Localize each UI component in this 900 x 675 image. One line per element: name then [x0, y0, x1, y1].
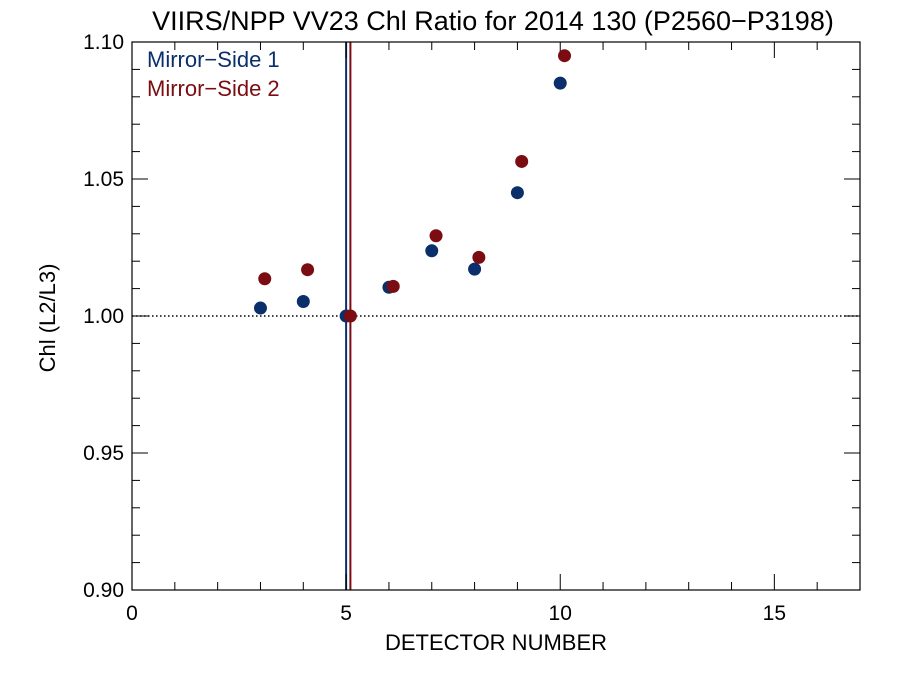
plot-area: 0 5 10 15 0.90 0.95 1.00 1.05 1.10 [83, 31, 861, 625]
data-point-series-1 [296, 294, 310, 308]
y-tick-label: 1.05 [83, 168, 124, 191]
data-point-series-2 [258, 272, 272, 286]
legend-label-mirror-side-1: Mirror−Side 1 [147, 47, 280, 72]
x-tick-label: 10 [549, 602, 572, 625]
x-tick-label: 5 [340, 602, 352, 625]
data-point-series-1 [425, 244, 439, 258]
y-axis-label: Chl (L2/L3) [35, 264, 60, 373]
data-point-series-1 [510, 186, 524, 200]
data-point-series-1 [253, 301, 267, 315]
x-axis-label: DETECTOR NUMBER [385, 630, 607, 655]
data-point-series-2 [558, 49, 572, 63]
data-point-series-2 [472, 250, 486, 264]
chart-title: VIIRS/NPP VV23 Chl Ratio for 2014 130 (P… [152, 6, 834, 36]
data-point-series-2 [301, 263, 315, 277]
y-tick-label: 1.10 [83, 31, 124, 54]
legend: Mirror−Side 1 Mirror−Side 2 [147, 47, 280, 101]
data-point-series-2 [386, 279, 400, 293]
y-tick-label: 0.95 [83, 442, 124, 465]
x-tick-label: 0 [126, 602, 138, 625]
data-point-series-2 [515, 154, 529, 168]
y-tick-label: 1.00 [83, 305, 124, 328]
legend-label-mirror-side-2: Mirror−Side 2 [147, 76, 280, 101]
y-tick-label: 0.90 [83, 579, 124, 602]
data-point-series-2 [429, 229, 443, 243]
data-point-series-2 [343, 309, 357, 323]
data-point-series-1 [468, 262, 482, 276]
data-point-series-1 [553, 76, 567, 90]
x-tick-label: 15 [763, 602, 786, 625]
